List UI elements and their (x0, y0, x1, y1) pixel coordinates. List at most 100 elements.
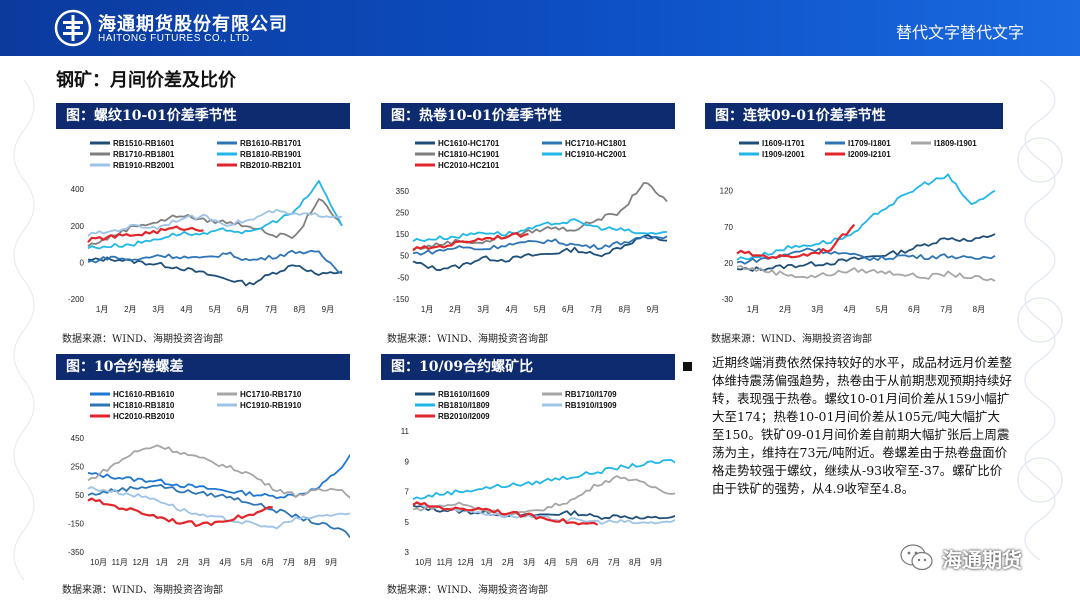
x-tick-label: 9月 (650, 558, 662, 567)
legend-label-0: RB1510-RB1601 (113, 139, 175, 148)
series-line-3 (736, 173, 996, 261)
series-line-0 (87, 454, 350, 500)
y-tick-label: 9 (405, 457, 410, 466)
watermark-text: 海通期货 (942, 548, 1022, 572)
series-line-4 (87, 497, 273, 528)
series-line-4 (412, 501, 599, 526)
x-tick-label: 2月 (124, 305, 136, 314)
y-tick-label: 50 (400, 252, 409, 261)
chart-rb: RB1510-RB1601 RB1610-RB1701 RB1710-RB1801 R… (68, 139, 343, 314)
chart-hcrb: HC1610-RB1610 HC1710-RB1710 HC1810-RB1810 H… (68, 390, 350, 567)
y-tick-label: 200 (71, 222, 85, 231)
page-title: 钢矿：月间价差及比价 (56, 70, 236, 91)
y-tick-label: 250 (71, 463, 85, 472)
legend-label-1: RB1710/I1709 (565, 390, 617, 399)
chart-title-i: 图：连铁09-01价差季节性 (705, 103, 1003, 129)
y-tick-label: -150 (68, 520, 85, 529)
y-tick-label: 7 (405, 488, 410, 497)
x-tick-label: 11月 (437, 558, 453, 567)
series-line-4 (736, 223, 856, 260)
series-line-2 (412, 182, 668, 251)
y-tick-label: 50 (75, 491, 84, 500)
background-pattern (1017, 79, 1063, 561)
series-line-1 (412, 235, 668, 256)
x-tick-label: 5月 (534, 305, 546, 314)
y-tick-label: -30 (721, 295, 733, 304)
x-tick-label: 3月 (811, 305, 823, 314)
series-line-4 (412, 231, 529, 252)
y-tick-label: -50 (397, 273, 409, 282)
x-tick-label: 5月 (241, 558, 253, 567)
x-tick-label: 8月 (973, 305, 985, 314)
chart-rbi: RB1610/I1609 RB1710/I1709 RB1810/I1809 RB19… (401, 390, 675, 567)
y-tick-label: 11 (401, 427, 410, 436)
chart-title-rb: 图：螺纹10-01价差季节性 (56, 103, 350, 129)
legend-label-1: I1709-I1801 (848, 139, 891, 148)
series-line-1 (736, 247, 996, 265)
wechat-icon (900, 544, 933, 571)
series-line-3 (87, 180, 343, 250)
legend-label-3: I1909-I2001 (762, 150, 805, 159)
source-i: 数据来源：WIND、海期投资咨询部 (711, 334, 872, 345)
x-tick-label: 2月 (779, 305, 791, 314)
series-line-2 (87, 484, 350, 538)
legend-label-1: RB1610-RB1701 (240, 139, 302, 148)
series-line-4 (87, 208, 343, 237)
source-hcrb: 数据来源：WIND、海期投资咨询部 (62, 585, 223, 596)
x-tick-label: 7月 (265, 305, 277, 314)
legend-label-4: I2009-I2101 (848, 150, 891, 159)
legend-label-1: HC1710-RB1710 (240, 390, 302, 399)
source-rbi: 数据来源：WIND、海期投资咨询部 (387, 585, 548, 596)
x-tick-label: 1月 (156, 558, 168, 567)
x-tick-label: 2月 (502, 558, 514, 567)
bullet-marker (683, 362, 692, 371)
y-tick-label: 350 (396, 187, 410, 196)
x-tick-label: 3月 (523, 558, 535, 567)
company-logo-icon (54, 9, 92, 47)
legend-label-1: HC1710-HC1801 (565, 139, 627, 148)
x-tick-label: 4月 (544, 558, 556, 567)
chart-title-rbi: 图：10/09合约螺矿比 (381, 354, 675, 380)
y-tick-label: 150 (396, 230, 410, 239)
series-line-0 (736, 233, 996, 272)
y-tick-label: 400 (71, 185, 85, 194)
series-line-0 (412, 504, 675, 520)
x-tick-label: 7月 (590, 305, 602, 314)
x-tick-label: 4月 (844, 305, 856, 314)
y-tick-label: 20 (724, 259, 733, 268)
legend-label-3: RB1810-RB1901 (240, 150, 302, 159)
series-line-3 (412, 218, 668, 243)
x-tick-label: 1月 (481, 558, 493, 567)
x-tick-label: 11月 (112, 558, 128, 567)
x-tick-label: 7月 (940, 305, 952, 314)
x-tick-label: 8月 (293, 305, 305, 314)
legend-label-4: HC2010-HC2101 (438, 161, 500, 170)
legend-label-3: HC1910-RB1910 (240, 401, 302, 410)
y-tick-label: 250 (396, 208, 410, 217)
legend-label-4: RB2010/I2009 (438, 412, 490, 421)
legend-label-2: I1809-I1901 (934, 139, 977, 148)
series-line-1 (87, 249, 343, 275)
x-tick-label: 7月 (608, 558, 620, 567)
x-tick-label: 2月 (177, 558, 189, 567)
x-tick-label: 1月 (96, 305, 108, 314)
background-pattern-left (13, 80, 35, 581)
x-tick-label: 10月 (90, 558, 107, 567)
x-tick-label: 12月 (457, 558, 474, 567)
company-name-en: HAITONG FUTURES CO., LTD. (98, 33, 253, 44)
x-tick-label: 10月 (415, 558, 432, 567)
x-tick-label: 3月 (198, 558, 210, 567)
y-tick-label: 5 (405, 518, 410, 527)
y-tick-label: -350 (68, 548, 85, 557)
series-line-2 (87, 198, 343, 247)
y-tick-label: -150 (393, 295, 410, 304)
legend-label-4: RB1910-RB2001 (113, 161, 175, 170)
x-tick-label: 4月 (506, 305, 518, 314)
x-tick-label: 1月 (747, 305, 759, 314)
x-tick-label: 2月 (449, 305, 461, 314)
series-line-2 (736, 265, 996, 282)
series-line-5 (87, 225, 204, 243)
legend-label-2: HC1810-RB1810 (113, 401, 175, 410)
x-tick-label: 6月 (237, 305, 249, 314)
x-tick-label: 6月 (908, 305, 920, 314)
